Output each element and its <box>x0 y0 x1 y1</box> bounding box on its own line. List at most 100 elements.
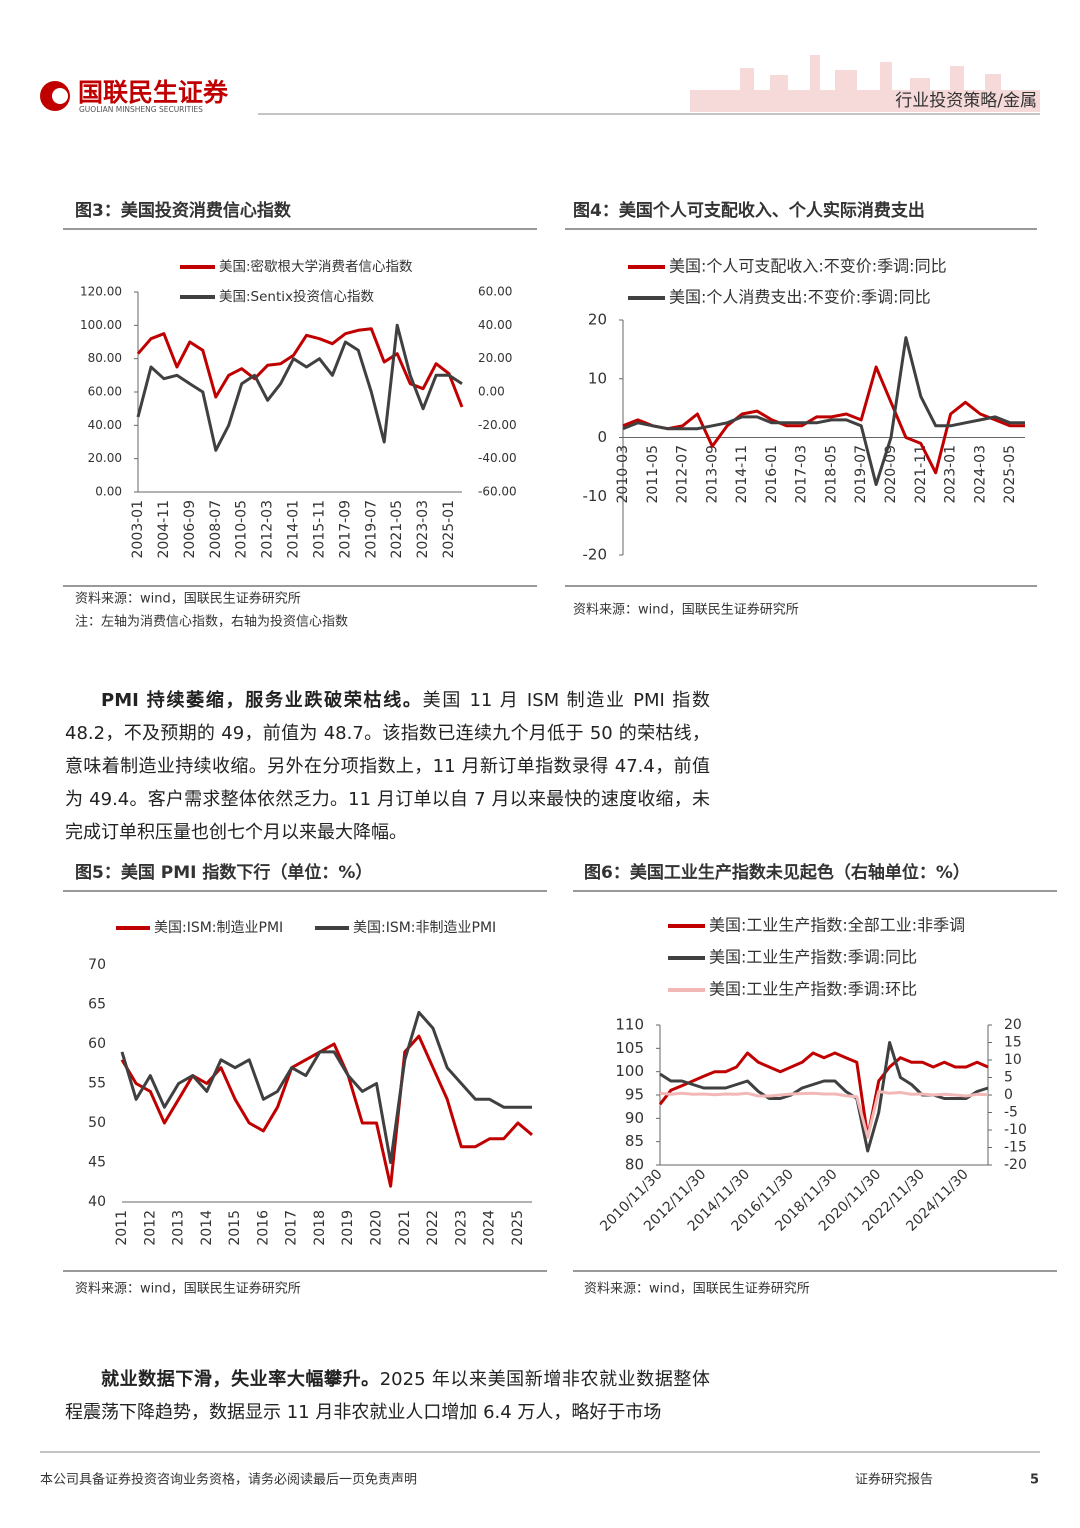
y2-tick-label: 20 <box>1004 1017 1022 1033</box>
y-tick-label: 105 <box>615 1039 644 1057</box>
x-tick-label: 2019 <box>340 1210 356 1246</box>
y-tick-label: 80.00 <box>88 351 122 365</box>
y2-tick-label: 0 <box>1004 1087 1013 1103</box>
x-tick-label: 2015-11 <box>311 500 327 559</box>
x-tick-label: 2021-05 <box>389 500 405 559</box>
x-tick-label: 2012 <box>142 1210 158 1246</box>
legend-label: 美国:工业生产指数:全部工业:非季调 <box>709 916 965 935</box>
y-tick-label: 40.00 <box>88 418 122 432</box>
y-tick-label: 85 <box>625 1132 644 1150</box>
y2-tick-label: 10 <box>1004 1052 1022 1068</box>
x-tick-label: 2020 <box>368 1210 384 1246</box>
brand-en: GUOLIAN MINSHENG SECURITIES <box>79 105 203 114</box>
x-tick-label: 2021-11 <box>913 445 929 504</box>
x-tick-label: 2011-05 <box>645 445 661 504</box>
x-tick-label: 2022 <box>425 1210 441 1246</box>
legend-label: 美国:ISM:制造业PMI <box>154 920 283 936</box>
legend-label: 美国:工业生产指数:季调:环比 <box>709 980 917 999</box>
series-line <box>622 336 1025 486</box>
y-tick-label: 40 <box>88 1194 106 1210</box>
x-tick-label: 2011 <box>114 1210 130 1246</box>
source: 资料来源：wind，国联民生证券研究所 <box>75 591 301 607</box>
y2-tick-label: -20.00 <box>478 418 517 432</box>
chart-title: 图5：美国 PMI 指数下行（单位：%） <box>75 862 372 883</box>
legend-label: 美国:ISM:非制造业PMI <box>353 920 496 936</box>
y-tick-label: 60.00 <box>88 385 122 399</box>
y-tick-label: 0.00 <box>95 485 122 499</box>
x-tick-label: 2025-01 <box>441 500 457 559</box>
chart-title: 图4：美国个人可支配收入、个人实际消费支出 <box>573 200 925 221</box>
x-tick-label: 2015 <box>227 1210 243 1246</box>
y-tick-label: 0 <box>597 428 607 446</box>
x-tick-label: 2013 <box>171 1210 187 1246</box>
legend-label: 美国:Sentix投资信心指数 <box>219 289 375 305</box>
x-tick-label: 2017-03 <box>794 445 810 504</box>
x-tick-label: 2023 <box>453 1210 469 1246</box>
paragraph-text: 美国 11 月 ISM 制造业 PMI 指数 48.2，不及预期的 49，前值为… <box>65 690 710 843</box>
y2-tick-label: 60.00 <box>478 285 512 299</box>
x-tick-label: 2025-05 <box>1002 445 1018 504</box>
x-tick-label: 2014 <box>199 1210 215 1246</box>
x-tick-label: 2004-11 <box>156 500 172 559</box>
y-tick-label: 65 <box>88 997 106 1013</box>
x-tick-label: 2017 <box>284 1210 300 1246</box>
series-line <box>120 1010 532 1164</box>
y-tick-label: 20.00 <box>88 451 122 465</box>
legend-label: 美国:个人消费支出:不变价:季调:同比 <box>669 288 931 307</box>
x-tick-label: 2018 <box>312 1210 328 1246</box>
x-tick-label: 2017-09 <box>337 500 353 559</box>
series-line <box>136 323 463 452</box>
x-tick-label: 2019-07 <box>363 500 379 559</box>
x-tick-label: 2010-03 <box>615 445 631 504</box>
paragraph-lead: PMI 持续萎缩，服务业跌破荣枯线。 <box>101 690 423 711</box>
paragraph: 就业数据下滑，失业率大幅攀升。2025 年以来美国新增非农就业数据整体程震荡下降… <box>65 1363 710 1429</box>
series-line <box>136 327 464 408</box>
series-line <box>622 365 1025 475</box>
y2-tick-label: -20 <box>1004 1157 1027 1173</box>
x-tick-label: 2013-09 <box>704 445 720 504</box>
y-tick-label: -20 <box>583 546 608 564</box>
paragraph-lead: 就业数据下滑，失业率大幅攀升。 <box>101 1369 380 1390</box>
legend-label: 美国:个人可支配收入:不变价:季调:同比 <box>669 257 947 276</box>
x-tick-label: 2012-03 <box>260 500 276 559</box>
y2-tick-label: 0.00 <box>478 385 505 399</box>
y-tick-label: 45 <box>88 1155 106 1171</box>
y-tick-label: 90 <box>625 1109 644 1127</box>
y2-tick-label: -40.00 <box>478 451 517 465</box>
y-tick-label: 55 <box>88 1076 106 1092</box>
x-tick-label: 2014-11 <box>734 445 750 504</box>
series-line <box>120 1034 533 1188</box>
skyline <box>690 55 1040 112</box>
x-tick-label: 2014-01 <box>286 500 302 559</box>
disclaimer: 本公司具备证券投资咨询业务资格，请务必阅读最后一页免责声明 <box>40 1472 417 1488</box>
x-tick-label: 2024 <box>482 1210 498 1246</box>
y2-tick-label: -10 <box>1004 1122 1027 1138</box>
logo-mark <box>52 88 68 104</box>
x-tick-label: 2016 <box>255 1210 271 1246</box>
note: 注：左轴为消费信心指数，右轴为投资信心指数 <box>75 614 348 630</box>
x-tick-label: 2024-03 <box>972 445 988 504</box>
y2-tick-label: 5 <box>1004 1070 1013 1086</box>
x-tick-label: 2003-01 <box>130 500 146 559</box>
y-tick-label: 100.00 <box>80 318 122 332</box>
y-tick-label: -10 <box>583 487 608 505</box>
y-tick-label: 95 <box>625 1086 644 1104</box>
legend-label: 美国:密歇根大学消费者信心指数 <box>219 258 413 275</box>
x-tick-label: 2023-03 <box>415 500 431 559</box>
series-line <box>659 1090 989 1139</box>
x-tick-label: 2010-05 <box>234 500 250 559</box>
paragraph: PMI 持续萎缩，服务业跌破荣枯线。美国 11 月 ISM 制造业 PMI 指数… <box>65 684 710 849</box>
source: 资料来源：wind，国联民生证券研究所 <box>75 1281 301 1297</box>
y2-tick-label: -15 <box>1004 1140 1027 1156</box>
x-tick-label: 2021 <box>397 1210 413 1246</box>
chart-title: 图6：美国工业生产指数未见起色（右轴单位：%） <box>584 862 970 883</box>
x-tick-label: 2025 <box>510 1210 526 1246</box>
y2-tick-label: 40.00 <box>478 318 512 332</box>
x-tick-label: 2006-09 <box>182 500 198 559</box>
brand: 国联民生证券 <box>78 78 229 107</box>
y2-tick-label: 15 <box>1004 1035 1022 1051</box>
y-tick-label: 80 <box>625 1156 644 1174</box>
y-tick-label: 20 <box>588 311 607 329</box>
